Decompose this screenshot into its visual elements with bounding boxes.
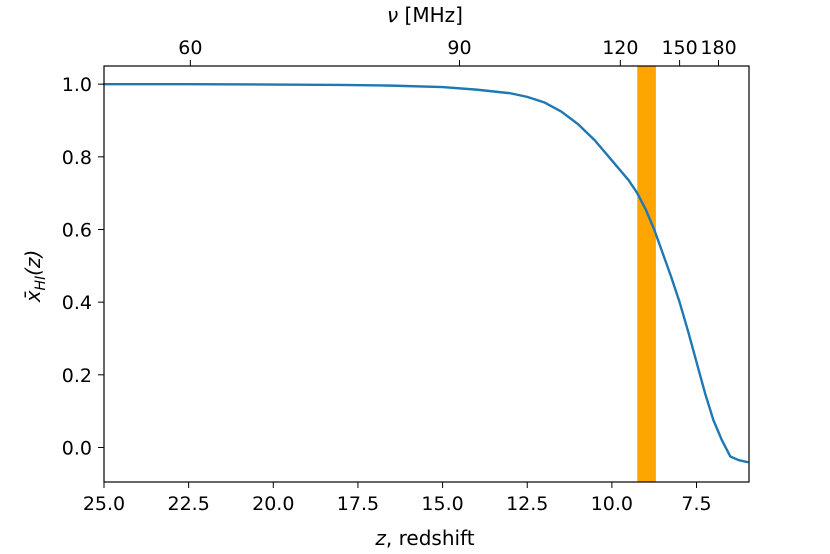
x-tick-label: 22.5 <box>167 493 209 515</box>
y-tick-label: 1.0 <box>62 74 92 96</box>
top-axis-label-rest: [MHz] <box>398 3 463 27</box>
x-axis-label-var: z <box>374 526 386 550</box>
y-tick-label: 0.6 <box>62 219 92 241</box>
y-tick-label: 0.2 <box>62 365 92 387</box>
top-tick-label: 120 <box>602 37 638 59</box>
top-axis-label: ν [MHz] <box>387 3 463 27</box>
x-tick-label: 17.5 <box>337 493 379 515</box>
y-axis-label: x̄HI(z) <box>21 250 49 304</box>
y-tick-label: 0.4 <box>62 292 92 314</box>
plot-frame <box>103 65 750 483</box>
x-axis-label: z, redshift <box>374 526 474 550</box>
top-axis-label-var: ν <box>387 3 398 27</box>
x-tick-label: 12.5 <box>506 493 548 515</box>
x-tick-label: 10.0 <box>591 493 633 515</box>
y-axis-label-main: x̄ <box>21 290 45 303</box>
y-tick-label: 0.0 <box>62 437 92 459</box>
top-tick-label: 150 <box>661 37 697 59</box>
x-tick-label: 20.0 <box>252 493 294 515</box>
top-tick-label: 180 <box>700 37 736 59</box>
x-tick-label: 25.0 <box>83 493 125 515</box>
x-tick-label: 15.0 <box>421 493 463 515</box>
top-tick-label: 60 <box>178 37 202 59</box>
x-axis-label-rest: , redshift <box>386 526 475 550</box>
y-axis-label-sub: HI <box>33 276 49 291</box>
highlight-band <box>637 66 656 482</box>
y-axis-label-arg: (z) <box>21 250 45 276</box>
x-tick-label: 7.5 <box>681 493 711 515</box>
series-line-0 <box>102 82 749 464</box>
y-tick-label: 0.8 <box>62 147 92 169</box>
top-tick-label: 90 <box>447 37 471 59</box>
